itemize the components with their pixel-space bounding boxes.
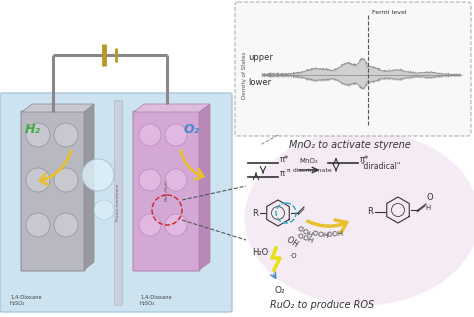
Text: O₂: O₂ [184,123,200,136]
Circle shape [26,123,50,147]
Text: MnO₂ to activate styrene: MnO₂ to activate styrene [289,140,411,150]
Polygon shape [134,104,210,112]
Circle shape [139,214,161,236]
Circle shape [139,124,161,146]
Polygon shape [199,104,210,270]
Ellipse shape [245,131,474,306]
Circle shape [165,124,187,146]
Text: RuO₂ to produce ROS: RuO₂ to produce ROS [270,300,374,310]
Circle shape [165,169,187,191]
Text: MnO₂/RuO₂: MnO₂/RuO₂ [165,179,169,201]
FancyArrowPatch shape [40,151,71,184]
Text: ·OOH: ·OOH [310,230,329,239]
Text: H: H [425,205,430,211]
Text: ·O: ·O [289,253,297,259]
Text: lower: lower [248,78,271,87]
Text: ·OOH: ·OOH [325,230,344,238]
Text: H₂: H₂ [25,123,41,136]
Text: H₂O: H₂O [252,248,268,257]
Circle shape [165,214,187,236]
Circle shape [54,123,78,147]
Circle shape [94,200,114,220]
Text: R: R [252,209,258,217]
Text: ·OOH: ·OOH [295,232,314,244]
FancyBboxPatch shape [133,111,200,271]
Text: π*: π* [360,155,369,164]
Text: Density of States: Density of States [243,51,247,99]
Circle shape [139,169,161,191]
Text: π: π [280,169,285,178]
Circle shape [26,213,50,237]
Text: 1,4-Dioxane
H₂SO₄: 1,4-Dioxane H₂SO₄ [10,295,42,306]
Text: Fermi level: Fermi level [372,10,407,15]
Polygon shape [84,104,94,270]
Text: "diradical": "diradical" [360,162,401,171]
Text: ·OOH: ·OOH [295,225,314,239]
Circle shape [26,168,50,192]
FancyArrowPatch shape [181,151,203,179]
FancyArrowPatch shape [308,220,347,233]
Text: MnO₂: MnO₂ [300,158,319,164]
Polygon shape [22,104,94,112]
Text: 1,4-Dioxane
H₂SO₄: 1,4-Dioxane H₂SO₄ [140,295,172,306]
FancyBboxPatch shape [235,2,471,136]
Circle shape [82,159,114,191]
Text: ·OH: ·OH [283,235,300,250]
Text: π discriminate: π discriminate [287,168,331,173]
FancyBboxPatch shape [21,111,85,271]
Text: O₂: O₂ [275,286,285,295]
Circle shape [54,213,78,237]
Text: upper: upper [248,53,273,62]
Text: π*: π* [280,155,289,164]
Text: Proton membrane: Proton membrane [116,183,120,221]
FancyBboxPatch shape [0,93,232,312]
Circle shape [54,168,78,192]
Text: R: R [367,208,373,217]
Text: O: O [427,193,434,202]
Bar [114,100,122,305]
